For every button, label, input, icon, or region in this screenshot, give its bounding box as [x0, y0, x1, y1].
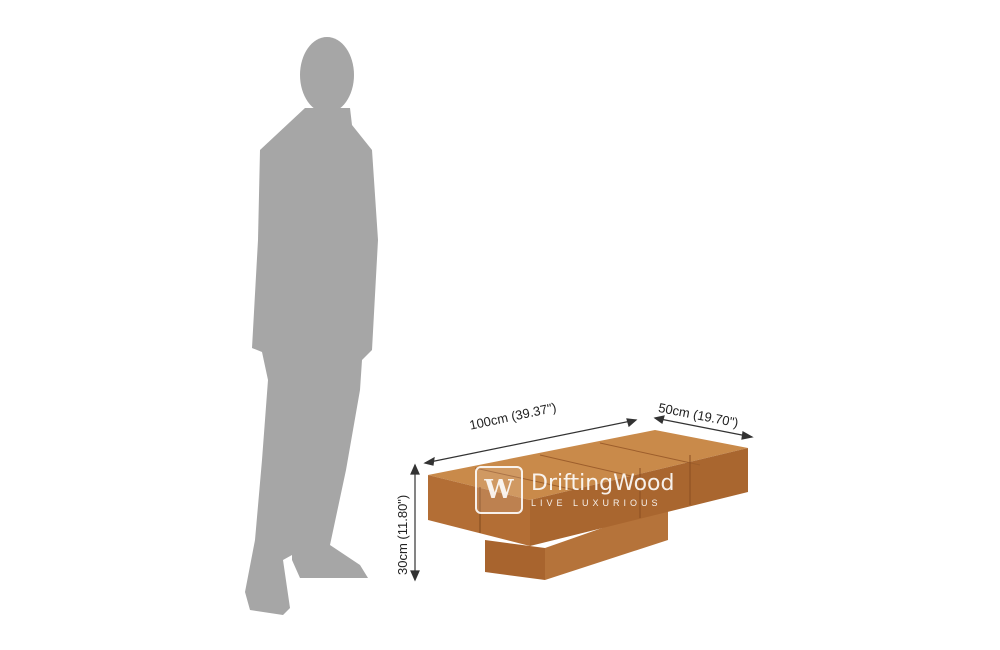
table-base-front	[485, 540, 545, 580]
coffee-table	[428, 430, 748, 580]
table-top	[428, 430, 748, 500]
logo-name: DriftingWood	[531, 470, 675, 496]
table-side	[530, 448, 748, 546]
brand-watermark: W DriftingWood LIVE LUXURIOUS	[475, 466, 674, 514]
logo-mark: W	[475, 466, 523, 514]
height-dimension-label: 30cm (11.80")	[395, 494, 410, 575]
dimension-lines	[410, 415, 754, 582]
logo-tagline: LIVE LUXURIOUS	[531, 497, 662, 508]
person-silhouette	[245, 37, 378, 615]
table-base-side	[545, 505, 668, 580]
